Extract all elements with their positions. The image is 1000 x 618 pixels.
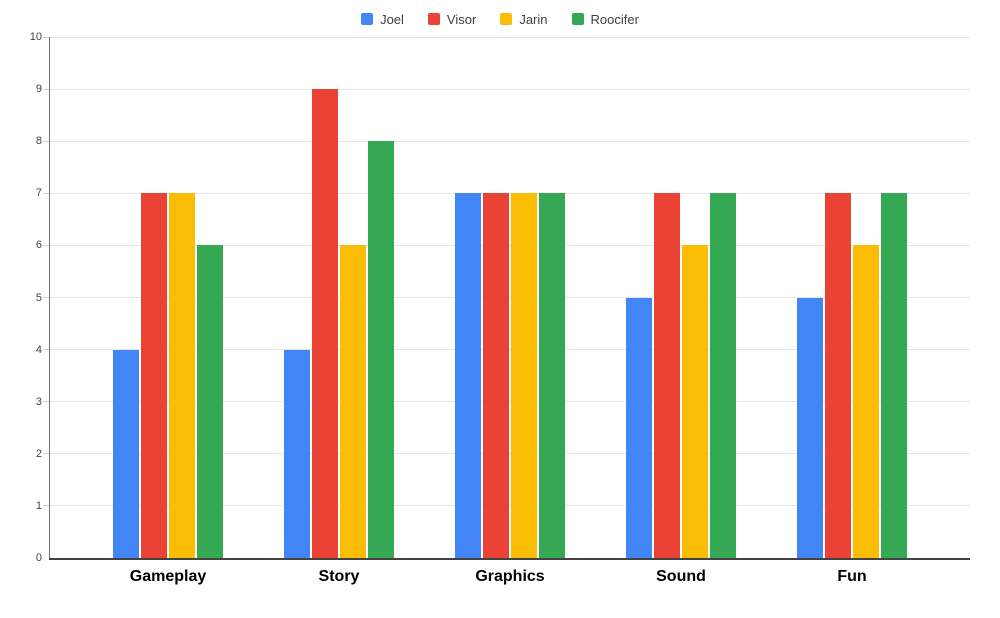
y-axis-tick: [43, 88, 49, 90]
gridline: [50, 244, 970, 246]
y-axis-tick: [43, 349, 49, 351]
bar-joel-fun: [797, 297, 823, 558]
bar-roocifer-sound: [710, 193, 736, 558]
y-axis-tick: [43, 297, 49, 298]
gridline: [50, 140, 970, 142]
bar-jarin-graphics: [511, 193, 537, 558]
y-tick-label: 10: [29, 31, 42, 43]
gridline: [50, 401, 970, 403]
y-tick-label: 7: [35, 187, 42, 200]
bar-roocifer-graphics: [539, 193, 565, 558]
y-tick-label: 8: [35, 135, 42, 148]
bar-group: [626, 193, 736, 558]
legend-label: Visor: [446, 11, 477, 27]
bar-joel-graphics: [455, 193, 481, 558]
y-axis-tick: [43, 192, 49, 194]
category-label: Graphics: [475, 568, 545, 585]
bar-joel-story: [284, 349, 310, 558]
bar-group: [113, 193, 223, 558]
bar-jarin-gameplay: [169, 193, 195, 558]
y-tick-label: 5: [35, 291, 42, 304]
bar-visor-sound: [654, 193, 680, 558]
gridline: [50, 453, 970, 455]
chart: 0 1 2 3 4 5 6 7 8 9 10 Gameplay Story Graphics Sound F…: [30, 31, 970, 585]
y-tick-label: 3: [35, 395, 42, 408]
bar-joel-sound: [626, 297, 652, 558]
legend-swatch-icon: [427, 13, 440, 25]
bar-visor-graphics: [483, 193, 509, 558]
legend-label: Roocifer: [590, 11, 639, 27]
y-axis-tick: [43, 36, 49, 38]
legend-item: Roocifer: [571, 11, 639, 27]
category-label: Sound: [656, 568, 706, 585]
legend-item: Visor: [427, 11, 477, 27]
bar-visor-gameplay: [141, 193, 167, 558]
legend-swatch-icon: [571, 13, 584, 25]
y-tick-label: 1: [35, 499, 42, 512]
y-axis-tick: [43, 140, 49, 142]
y-tick-label: 6: [35, 239, 42, 252]
category-label: Fun: [837, 568, 867, 585]
y-axis-tick: [43, 505, 49, 507]
gridline: [50, 297, 970, 298]
bar-joel-gameplay: [113, 349, 139, 558]
legend-label: Jarin: [519, 11, 548, 27]
y-tick-label: 4: [35, 343, 42, 356]
gridline: [50, 349, 970, 351]
legend: Joel Visor Jarin Roocifer: [0, 8, 1000, 30]
y-axis-tick: [43, 244, 49, 246]
legend-label: Joel: [380, 11, 404, 27]
bar-group: [797, 193, 907, 558]
gridline: [50, 505, 970, 507]
gridline: [50, 88, 970, 90]
bar-visor-story: [312, 89, 338, 558]
bar-group: [284, 89, 394, 558]
legend-item: Joel: [361, 12, 404, 27]
bar-jarin-fun: [853, 245, 879, 558]
y-tick-label: 9: [35, 83, 42, 96]
category-label: Story: [318, 568, 360, 585]
gridline: [50, 36, 970, 38]
legend-swatch-icon: [500, 13, 513, 25]
y-axis-tick: [43, 453, 49, 455]
bar-roocifer-fun: [881, 193, 907, 558]
x-axis-line: [49, 558, 970, 560]
gridline: [50, 192, 970, 194]
y-axis-tick: [43, 401, 49, 403]
bar-roocifer-gameplay: [197, 245, 223, 558]
bar-roocifer-story: [368, 141, 394, 558]
bar-group: [455, 193, 565, 558]
y-axis-line: [49, 37, 50, 558]
bar-visor-fun: [825, 193, 851, 558]
legend-swatch-icon: [361, 13, 374, 25]
y-tick-label: 0: [35, 552, 42, 564]
y-tick-label: 2: [35, 447, 42, 460]
bar-jarin-story: [340, 245, 366, 558]
bar-jarin-sound: [682, 245, 708, 558]
legend-item: Jarin: [500, 11, 548, 27]
category-label: Gameplay: [129, 568, 207, 585]
